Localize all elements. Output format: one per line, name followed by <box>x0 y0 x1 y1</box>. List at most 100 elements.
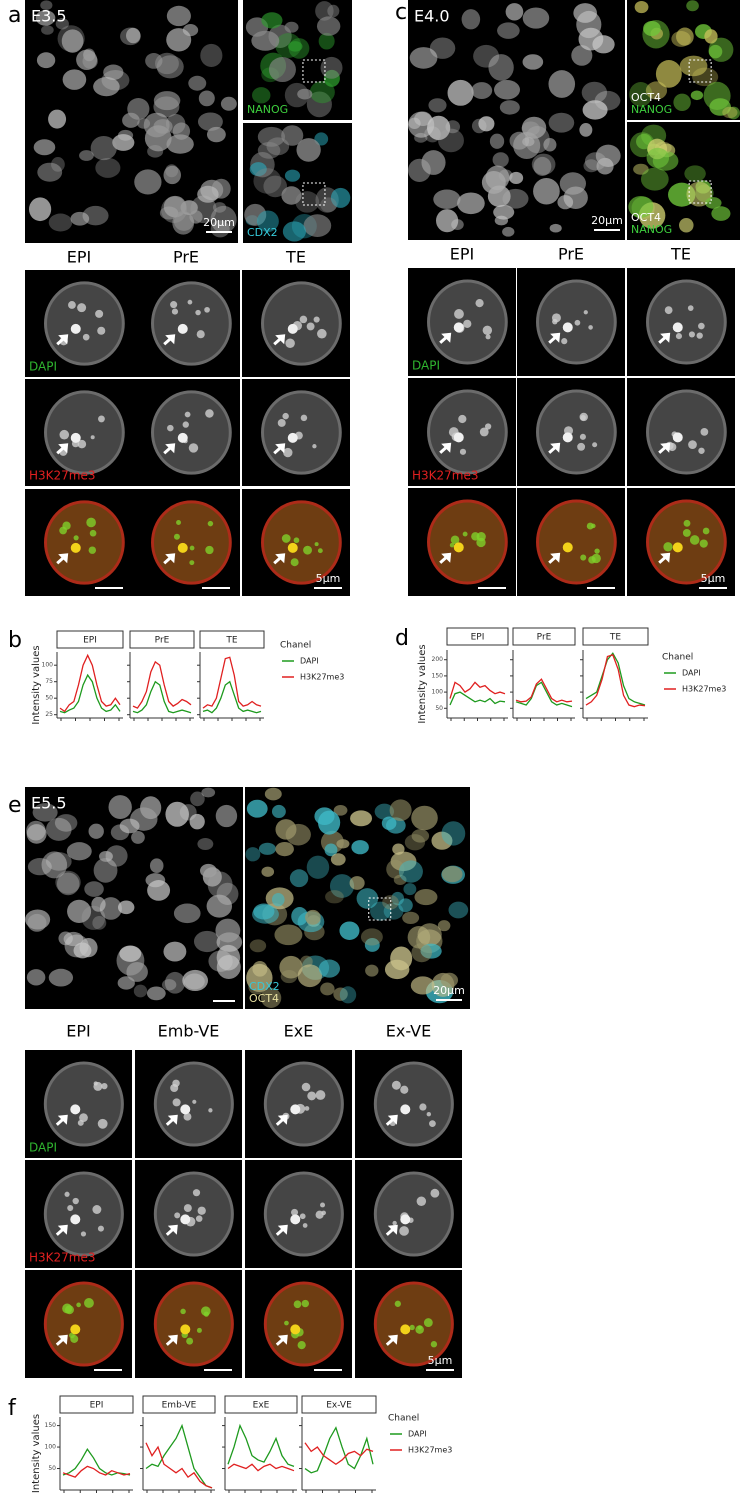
arrow-head <box>165 443 176 454</box>
y-tick-label: 150 <box>432 672 444 679</box>
chromocenter <box>197 1206 206 1215</box>
focus <box>70 323 81 334</box>
arrow-head <box>58 443 69 454</box>
chromocenter <box>426 1111 432 1117</box>
chromocenter <box>72 1197 79 1205</box>
chromocenter <box>93 1081 103 1091</box>
chromocenter <box>664 306 673 315</box>
nucleus <box>579 123 593 137</box>
nucleus <box>164 971 186 994</box>
chromocenter <box>574 319 581 326</box>
focus <box>400 1104 411 1115</box>
nucleus <box>447 79 474 106</box>
nucleus <box>210 205 237 234</box>
stage-label: E5.5 <box>31 794 67 813</box>
chromocenter <box>299 1213 306 1220</box>
nucleus <box>559 172 586 195</box>
nucleus <box>146 986 166 1001</box>
nucleus <box>711 206 731 221</box>
chromocenter <box>449 542 455 548</box>
nucleus <box>27 858 52 876</box>
cell-nucleus <box>646 279 727 365</box>
chromocenter <box>482 325 493 336</box>
chromocenter <box>189 560 195 566</box>
nucleus <box>81 905 106 930</box>
chromocenter <box>698 322 705 330</box>
nucleus <box>303 214 332 237</box>
chromocenter <box>303 545 312 555</box>
focus <box>70 1324 81 1335</box>
arrow-head <box>550 442 561 453</box>
nucleus <box>282 221 306 242</box>
nucleus <box>35 10 56 26</box>
arrow-head <box>660 552 671 563</box>
nucleus <box>505 3 524 21</box>
focus <box>287 542 298 553</box>
arrow-head <box>387 1224 398 1235</box>
arrow-head <box>275 334 286 345</box>
chromocenter <box>462 531 468 537</box>
nucleus <box>246 799 268 818</box>
focus <box>672 432 683 443</box>
chromocenter <box>471 532 480 541</box>
chromocenter <box>430 1188 440 1198</box>
channel-label: H3K27me3 <box>412 469 479 483</box>
facet-strip <box>129 630 195 649</box>
cell-nucleus <box>44 500 125 585</box>
chromocenter <box>180 1308 186 1315</box>
chromocenter <box>192 1099 197 1104</box>
nucleus <box>499 100 520 115</box>
nucleus <box>578 27 604 51</box>
nucleus <box>284 82 309 108</box>
chromocenter <box>317 328 327 339</box>
series-line <box>304 1442 374 1466</box>
nucleus <box>46 817 72 841</box>
nucleus <box>207 871 233 898</box>
cell-nucleus <box>373 1171 454 1257</box>
chromocenter <box>79 1113 88 1123</box>
nucleus <box>306 855 330 879</box>
nucleus <box>252 87 271 104</box>
channel-label: DAPI <box>412 359 440 373</box>
nucleus <box>478 116 495 132</box>
channel-label: H3K27me3 <box>29 1251 96 1265</box>
focus <box>290 1214 301 1225</box>
roi-box <box>688 59 712 83</box>
chromocenter <box>184 411 191 418</box>
cell-nucleus <box>427 389 508 475</box>
cell-nucleus <box>261 390 342 475</box>
nucleus <box>522 7 550 29</box>
nucleus <box>582 100 608 120</box>
chromocenter <box>300 414 308 422</box>
chromocenter <box>182 421 189 428</box>
legend-label: H3K27me3 <box>408 1446 452 1455</box>
chromocenter <box>479 427 489 437</box>
nucleus <box>79 150 94 161</box>
nucleus <box>471 118 487 134</box>
focus <box>177 542 188 553</box>
nucleus <box>105 845 128 867</box>
nucleus <box>427 115 451 141</box>
arrow-head <box>275 553 286 564</box>
marker-label: CDX2 <box>249 980 280 993</box>
chromocenter <box>561 338 568 345</box>
nucleus <box>297 88 313 100</box>
arrow-head <box>387 1334 398 1345</box>
nucleus <box>315 1 334 21</box>
focus <box>180 1104 191 1115</box>
legend-label: H3K27me3 <box>682 685 726 694</box>
nucleus <box>448 901 469 919</box>
facet-title: Emb-VE <box>162 1401 197 1411</box>
chromocenter <box>285 338 295 348</box>
series-line <box>59 653 121 713</box>
nucleus <box>173 903 201 924</box>
chromocenter <box>59 429 70 440</box>
nucleus <box>633 163 649 175</box>
chromocenter <box>301 1299 310 1308</box>
nucleus <box>188 75 207 91</box>
nucleus <box>684 165 706 182</box>
y-axis-label: Intensity values <box>31 645 42 724</box>
nucleus <box>438 128 464 153</box>
arrow-head <box>277 1224 288 1235</box>
